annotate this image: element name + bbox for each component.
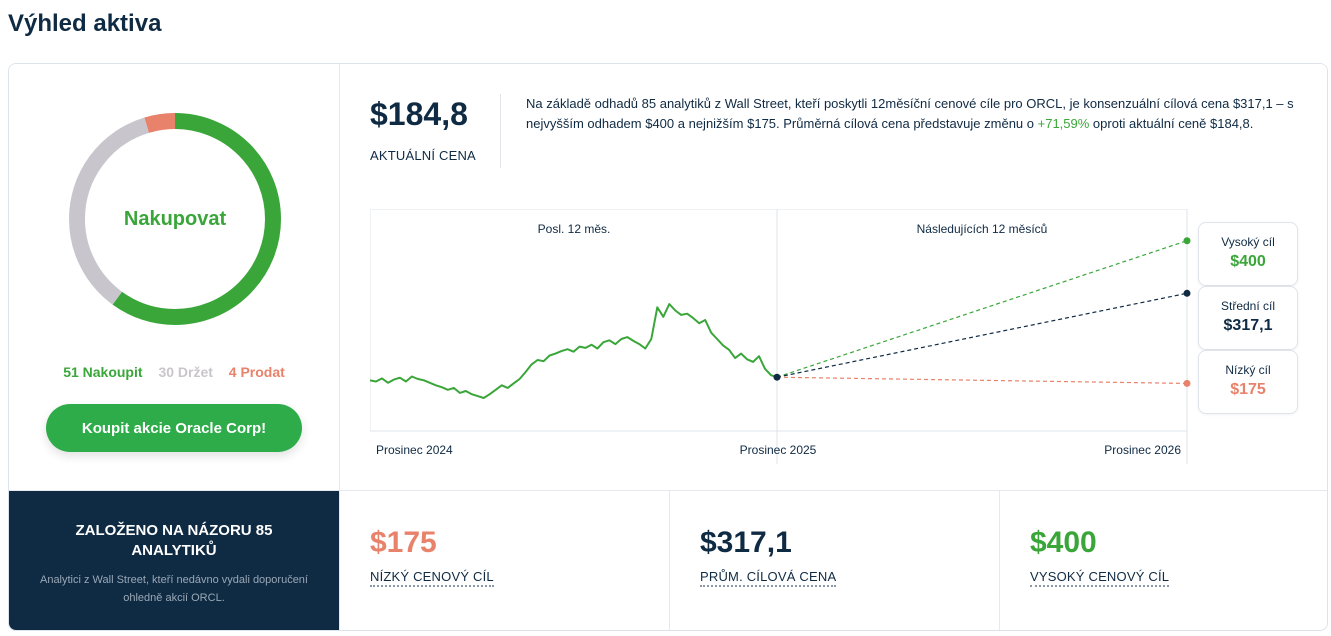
high-target-label: Vysoký cíl	[1221, 235, 1275, 249]
target-point-high	[1183, 237, 1191, 245]
section-label-future: Následujících 12 měsíců	[917, 222, 1048, 236]
rating-label: Nakupovat	[123, 207, 227, 230]
analyst-basis-title: ZALOŽENO NA NÁZORU 85 ANALYTIKŮ	[75, 522, 273, 559]
summary-change-pct: +71,59%	[1037, 116, 1090, 131]
recommendation-counts: 51 Nakoupit 30 Držet 4 Prodat	[9, 364, 339, 380]
x-label-mid: Prosinec 2025	[740, 443, 817, 457]
analyst-forecast-card: Nakupovat 51 Nakoupit 30 Držet 4 Prodat …	[8, 63, 1328, 631]
sell-count: 4 Prodat	[228, 364, 285, 380]
summary-text-end: oproti aktuální ceně $184,8.	[1089, 116, 1254, 131]
projection-line-average	[776, 292, 1188, 378]
average-target-stat: $317,1 PRŮM. CÍLOVÁ CENA	[669, 491, 999, 630]
rating-panel: Nakupovat 51 Nakoupit 30 Držet 4 Prodat …	[9, 64, 339, 490]
summary-text-start: Na základě odhadů 85 analytiků z Wall St…	[526, 96, 1294, 131]
section-label-past: Posl. 12 měs.	[538, 222, 611, 236]
current-price-label: AKTUÁLNÍ CENA	[370, 148, 476, 163]
average-target-stat-value: $317,1	[700, 526, 792, 559]
donut-segment-hold	[69, 113, 281, 325]
target-point-average	[1183, 289, 1191, 297]
buy-stock-button[interactable]: Koupit akcie Oracle Corp!	[46, 404, 302, 452]
page-title: Výhled aktiva	[8, 10, 162, 37]
current-price: $184,8	[370, 96, 468, 132]
target-point-low	[1183, 379, 1191, 387]
projection-line-low	[776, 376, 1188, 385]
low-target-stat-label[interactable]: NÍZKÝ CENOVÝ CÍL	[370, 569, 494, 587]
current-price-point	[773, 373, 781, 381]
chart-svg: Posl. 12 měs. Následujících 12 měsíců Pr…	[370, 209, 1191, 464]
history-price-line	[370, 303, 778, 399]
price-forecast-chart: Posl. 12 měs. Následujících 12 měsíců Pr…	[370, 209, 1310, 464]
x-label-end: Prosinec 2026	[1104, 443, 1181, 457]
average-target-label: Střední cíl	[1220, 299, 1276, 313]
low-target-stat: $175 NÍZKÝ CENOVÝ CÍL	[339, 491, 669, 630]
low-target-value: $175	[1230, 381, 1266, 398]
average-target-box: Střední cíl $317,1	[1198, 286, 1298, 350]
high-target-box: Vysoký cíl $400	[1198, 222, 1298, 286]
divider	[500, 94, 501, 168]
analyst-basis-subtitle: Analytici z Wall Street, kteří nedávno v…	[39, 574, 308, 604]
donut-segment-sell	[69, 113, 281, 325]
x-label-start: Prosinec 2024	[376, 443, 453, 457]
rating-donut: Nakupovat	[65, 109, 285, 329]
high-target-stat: $400 VYSOKÝ CENOVÝ CÍL	[999, 491, 1327, 630]
analyst-basis-panel: ZALOŽENO NA NÁZORU 85 ANALYTIKŮ Analytic…	[9, 491, 339, 630]
low-target-stat-value: $175	[370, 526, 437, 559]
targets-summary-row: ZALOŽENO NA NÁZORU 85 ANALYTIKŮ Analytic…	[9, 490, 1327, 630]
low-target-box: Nízký cíl $175	[1198, 350, 1298, 414]
forecast-panel: $184,8 AKTUÁLNÍ CENA Na základě odhadů 8…	[339, 64, 1327, 490]
average-target-value: $317,1	[1223, 317, 1273, 334]
low-target-label: Nízký cíl	[1225, 363, 1271, 377]
forecast-summary: Na základě odhadů 85 analytiků z Wall St…	[526, 94, 1316, 134]
average-target-stat-label[interactable]: PRŮM. CÍLOVÁ CENA	[700, 569, 837, 587]
projection-line-high	[776, 240, 1188, 378]
high-target-value: $400	[1230, 253, 1266, 270]
high-target-stat-label[interactable]: VYSOKÝ CENOVÝ CÍL	[1030, 569, 1170, 587]
chart-frame	[370, 209, 1188, 432]
high-target-stat-value: $400	[1030, 526, 1097, 559]
hold-count: 30 Držet	[158, 364, 213, 380]
buy-count: 51 Nakoupit	[63, 364, 143, 380]
donut-chart	[69, 113, 281, 325]
